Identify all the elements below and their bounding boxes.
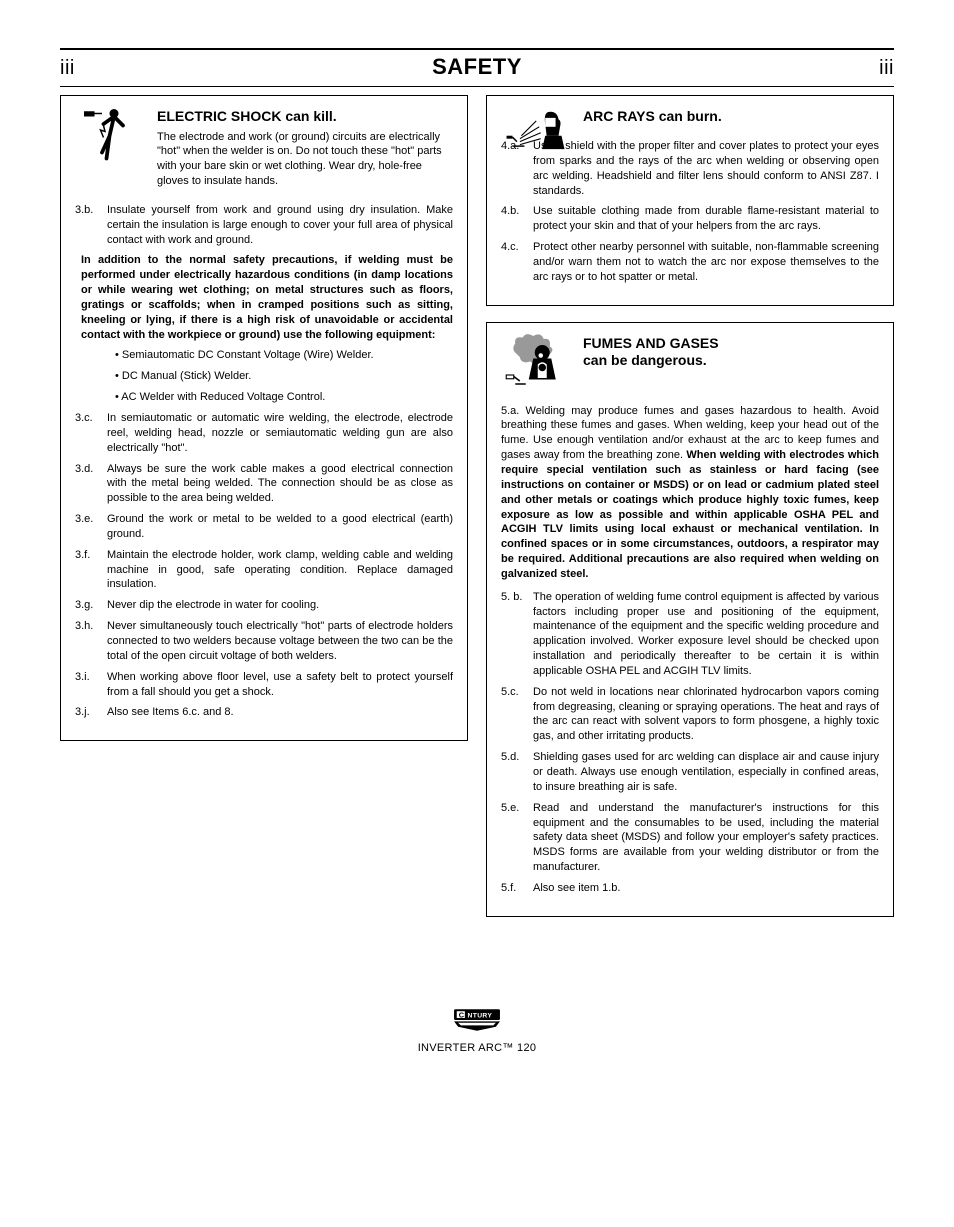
century-logo: C NTURY bbox=[450, 1007, 504, 1038]
list-item: 3.i.When working above floor level, use … bbox=[75, 670, 453, 700]
list-item: 5.d.Shielding gases used for arc welding… bbox=[501, 750, 879, 795]
svg-text:NTURY: NTURY bbox=[468, 1012, 493, 1019]
fumes-header: FUMES AND GASES can be dangerous. bbox=[501, 333, 879, 398]
item-marker: 3.c. bbox=[75, 411, 101, 456]
item-marker: 5. b. bbox=[501, 590, 527, 679]
item-text: Use suitable clothing made from durable … bbox=[533, 204, 879, 234]
list-item: 3.f.Maintain the electrode holder, work … bbox=[75, 548, 453, 593]
list-item: 3.j. Also see Items 6.c. and 8. bbox=[75, 705, 453, 720]
item-text: Read and understand the manufacturer's i… bbox=[533, 801, 879, 875]
arc-title-wrap: ARC RAYS can burn. bbox=[583, 106, 879, 126]
fumes-intro: 5.a. Welding may produce fumes and gases… bbox=[501, 404, 879, 582]
list-item: 4.a.Use a shield with the proper filter … bbox=[501, 139, 879, 198]
page: iii SAFETY iii bbox=[0, 0, 954, 1084]
item-text: Do not weld in locations near chlorinate… bbox=[533, 685, 879, 744]
fumes-box: FUMES AND GASES can be dangerous. 5.a. W… bbox=[486, 322, 894, 917]
item-text: Protect other nearby personnel with suit… bbox=[533, 240, 879, 285]
item-marker: 5.d. bbox=[501, 750, 527, 795]
arc-box: ARC RAYS can burn. 4.a.Use a shield with… bbox=[486, 95, 894, 306]
fumes-title-1: FUMES AND GASES bbox=[583, 335, 879, 353]
item-marker: 3.i. bbox=[75, 670, 101, 700]
arc-items: 4.a.Use a shield with the proper filter … bbox=[501, 139, 879, 285]
fumes-title-2: can be dangerous. bbox=[583, 352, 879, 370]
shock-icon bbox=[75, 106, 147, 171]
item-marker: 3.f. bbox=[75, 548, 101, 593]
item-text: Never simultaneously touch electrically … bbox=[107, 619, 453, 664]
right-column: ARC RAYS can burn. 4.a.Use a shield with… bbox=[486, 95, 894, 917]
item-text: Always be sure the work cable makes a go… bbox=[107, 462, 453, 507]
list-item: • AC Welder with Reduced Voltage Control… bbox=[75, 390, 453, 405]
item-text: Never dip the electrode in water for coo… bbox=[107, 598, 453, 613]
item-marker: 5.f. bbox=[501, 881, 527, 896]
item-marker: 5.e. bbox=[501, 801, 527, 875]
item-text: Insulate yourself from work and ground u… bbox=[107, 203, 453, 248]
list-item: 5.e.Read and understand the manufacturer… bbox=[501, 801, 879, 875]
item-text: • AC Welder with Reduced Voltage Control… bbox=[115, 390, 453, 405]
item-text: • Semiautomatic DC Constant Voltage (Wir… bbox=[115, 348, 453, 363]
left-column: ELECTRIC SHOCK can kill. The electrode a… bbox=[60, 95, 468, 917]
list-item: 3.c.In semiautomatic or automatic wire w… bbox=[75, 411, 453, 456]
shock-title-wrap: ELECTRIC SHOCK can kill. The electrode a… bbox=[157, 106, 453, 197]
item-text: The operation of welding fume control eq… bbox=[533, 590, 879, 679]
item-marker: 4.a. bbox=[501, 139, 527, 198]
top-rule bbox=[60, 48, 894, 50]
item-text: Also see Items 6.c. and 8. bbox=[107, 705, 453, 720]
list-item: In addition to the normal safety precaut… bbox=[75, 253, 453, 342]
shock-items: 3.b.Insulate yourself from work and grou… bbox=[75, 203, 453, 720]
columns: ELECTRIC SHOCK can kill. The electrode a… bbox=[60, 95, 894, 917]
section-title: SAFETY bbox=[85, 54, 869, 80]
list-item: 3.h.Never simultaneously touch electrica… bbox=[75, 619, 453, 664]
shock-header: ELECTRIC SHOCK can kill. The electrode a… bbox=[75, 106, 453, 197]
header-row: iii SAFETY iii bbox=[60, 54, 894, 80]
list-item: 3.g. Never dip the electrode in water for… bbox=[75, 598, 453, 613]
page-number-left: iii bbox=[60, 57, 75, 80]
model-label: INVERTER ARC™ 120 bbox=[60, 1042, 894, 1054]
page-number-right: iii bbox=[879, 57, 894, 80]
item-text: In addition to the normal safety precaut… bbox=[81, 253, 453, 342]
item-text: In semiautomatic or automatic wire weldi… bbox=[107, 411, 453, 456]
item-marker: 5.c. bbox=[501, 685, 527, 744]
arc-title: ARC RAYS can burn. bbox=[583, 108, 879, 126]
list-item: 3.d.Always be sure the work cable makes … bbox=[75, 462, 453, 507]
fumes-icon bbox=[501, 333, 573, 398]
item-text: Shielding gases used for arc welding can… bbox=[533, 750, 879, 795]
item-text: Also see item 1.b. bbox=[533, 881, 879, 896]
fumes-items: 5. b.The operation of welding fume contr… bbox=[501, 590, 879, 896]
svg-text:C: C bbox=[459, 1010, 465, 1019]
footer: C NTURY INVERTER ARC™ 120 bbox=[60, 1007, 894, 1054]
fumes-title-wrap: FUMES AND GASES can be dangerous. bbox=[583, 333, 879, 370]
list-item: 4.b.Use suitable clothing made from dura… bbox=[501, 204, 879, 234]
item-text: • DC Manual (Stick) Welder. bbox=[115, 369, 453, 384]
list-item: • Semiautomatic DC Constant Voltage (Wir… bbox=[75, 348, 453, 363]
item-marker: 3.d. bbox=[75, 462, 101, 507]
fumes-intro-bold: When welding with electrodes which requi… bbox=[501, 449, 879, 580]
item-marker: 3.j. bbox=[75, 705, 101, 720]
list-item: 4.c.Protect other nearby personnel with … bbox=[501, 240, 879, 285]
list-item: • DC Manual (Stick) Welder. bbox=[75, 369, 453, 384]
item-text: When working above floor level, use a sa… bbox=[107, 670, 453, 700]
item-marker: 3.b. bbox=[75, 203, 101, 248]
list-item: 5.c.Do not weld in locations near chlori… bbox=[501, 685, 879, 744]
item-text: Ground the work or metal to be welded to… bbox=[107, 512, 453, 542]
list-item: 5.f. Also see item 1.b. bbox=[501, 881, 879, 896]
item-text: Use a shield with the proper filter and … bbox=[533, 139, 879, 198]
item-marker: 4.c. bbox=[501, 240, 527, 285]
shock-intro: The electrode and work (or ground) circu… bbox=[157, 130, 453, 189]
list-item: 5. b.The operation of welding fume contr… bbox=[501, 590, 879, 679]
item-marker: 4.b. bbox=[501, 204, 527, 234]
item-marker: 3.h. bbox=[75, 619, 101, 664]
shock-box: ELECTRIC SHOCK can kill. The electrode a… bbox=[60, 95, 468, 741]
shock-title: ELECTRIC SHOCK can kill. bbox=[157, 108, 453, 126]
item-text: Maintain the electrode holder, work clam… bbox=[107, 548, 453, 593]
header-rule bbox=[60, 86, 894, 87]
list-item: 3.b.Insulate yourself from work and grou… bbox=[75, 203, 453, 248]
item-marker: 3.g. bbox=[75, 598, 101, 613]
item-marker: 3.e. bbox=[75, 512, 101, 542]
list-item: 3.e.Ground the work or metal to be welde… bbox=[75, 512, 453, 542]
